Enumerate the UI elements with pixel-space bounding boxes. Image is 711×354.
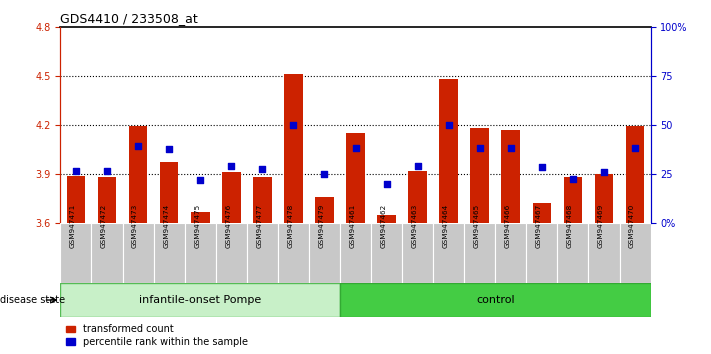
Point [225,163,237,169]
Bar [129,126,147,223]
Bar [340,223,371,283]
Text: GSM947461: GSM947461 [350,204,356,248]
Text: disease state: disease state [0,295,65,305]
Text: GSM947472: GSM947472 [101,204,107,248]
Bar [284,74,303,223]
Text: GSM947471: GSM947471 [70,204,76,248]
Bar [222,172,240,223]
Point [598,170,609,175]
Bar [371,223,402,283]
Bar [60,283,340,317]
Bar [501,130,520,223]
Point [412,163,423,169]
Bar [191,212,210,223]
Bar [340,283,651,317]
Point [474,145,486,150]
Text: GSM947474: GSM947474 [163,204,169,248]
Text: infantile-onset Pompe: infantile-onset Pompe [139,295,262,305]
Text: GSM947462: GSM947462 [380,204,387,248]
Text: GSM947478: GSM947478 [287,204,294,248]
Point [164,147,175,152]
Point [536,165,547,170]
Bar [408,171,427,223]
Bar [67,176,85,223]
Point [257,166,268,172]
Text: GSM947463: GSM947463 [412,204,417,248]
Bar [557,223,589,283]
Point [195,178,206,183]
Bar [185,223,215,283]
Bar [496,223,526,283]
Point [505,145,516,150]
Text: GSM947467: GSM947467 [536,204,542,248]
Text: GSM947465: GSM947465 [474,204,480,248]
Text: GDS4410 / 233508_at: GDS4410 / 233508_at [60,12,198,25]
Point [132,143,144,149]
Text: GSM947470: GSM947470 [629,204,635,248]
Bar [594,174,614,223]
Bar [315,197,333,223]
Text: GSM947476: GSM947476 [225,204,231,248]
Bar [439,79,458,223]
Point [288,122,299,127]
Text: GSM947479: GSM947479 [319,204,324,248]
Bar [626,126,644,223]
Text: GSM947468: GSM947468 [567,204,573,248]
Bar [564,177,582,223]
Bar [278,223,309,283]
Bar [97,177,117,223]
Text: GSM947469: GSM947469 [598,204,604,248]
Bar [309,223,340,283]
Legend: transformed count, percentile rank within the sample: transformed count, percentile rank withi… [65,324,249,348]
Bar [526,223,557,283]
Point [629,145,641,150]
Bar [378,215,396,223]
Text: GSM947473: GSM947473 [132,204,138,248]
Bar [464,223,496,283]
Bar [433,223,464,283]
Point [102,168,113,173]
Bar [533,203,551,223]
Point [443,122,454,127]
Point [381,181,392,187]
Text: GSM947466: GSM947466 [505,204,510,248]
Bar [346,133,365,223]
Point [567,176,579,182]
Bar [619,223,651,283]
Point [319,171,330,177]
Bar [253,177,272,223]
Text: control: control [476,295,515,305]
Bar [160,162,178,223]
Bar [154,223,185,283]
Bar [60,223,92,283]
Text: GSM947464: GSM947464 [443,204,449,248]
Point [350,145,361,150]
Bar [589,223,619,283]
Bar [471,128,489,223]
Point [70,168,82,173]
Bar [402,223,433,283]
Text: GSM947475: GSM947475 [194,204,201,248]
Text: GSM947477: GSM947477 [257,204,262,248]
Bar [247,223,278,283]
Bar [122,223,154,283]
Bar [215,223,247,283]
Bar [92,223,122,283]
